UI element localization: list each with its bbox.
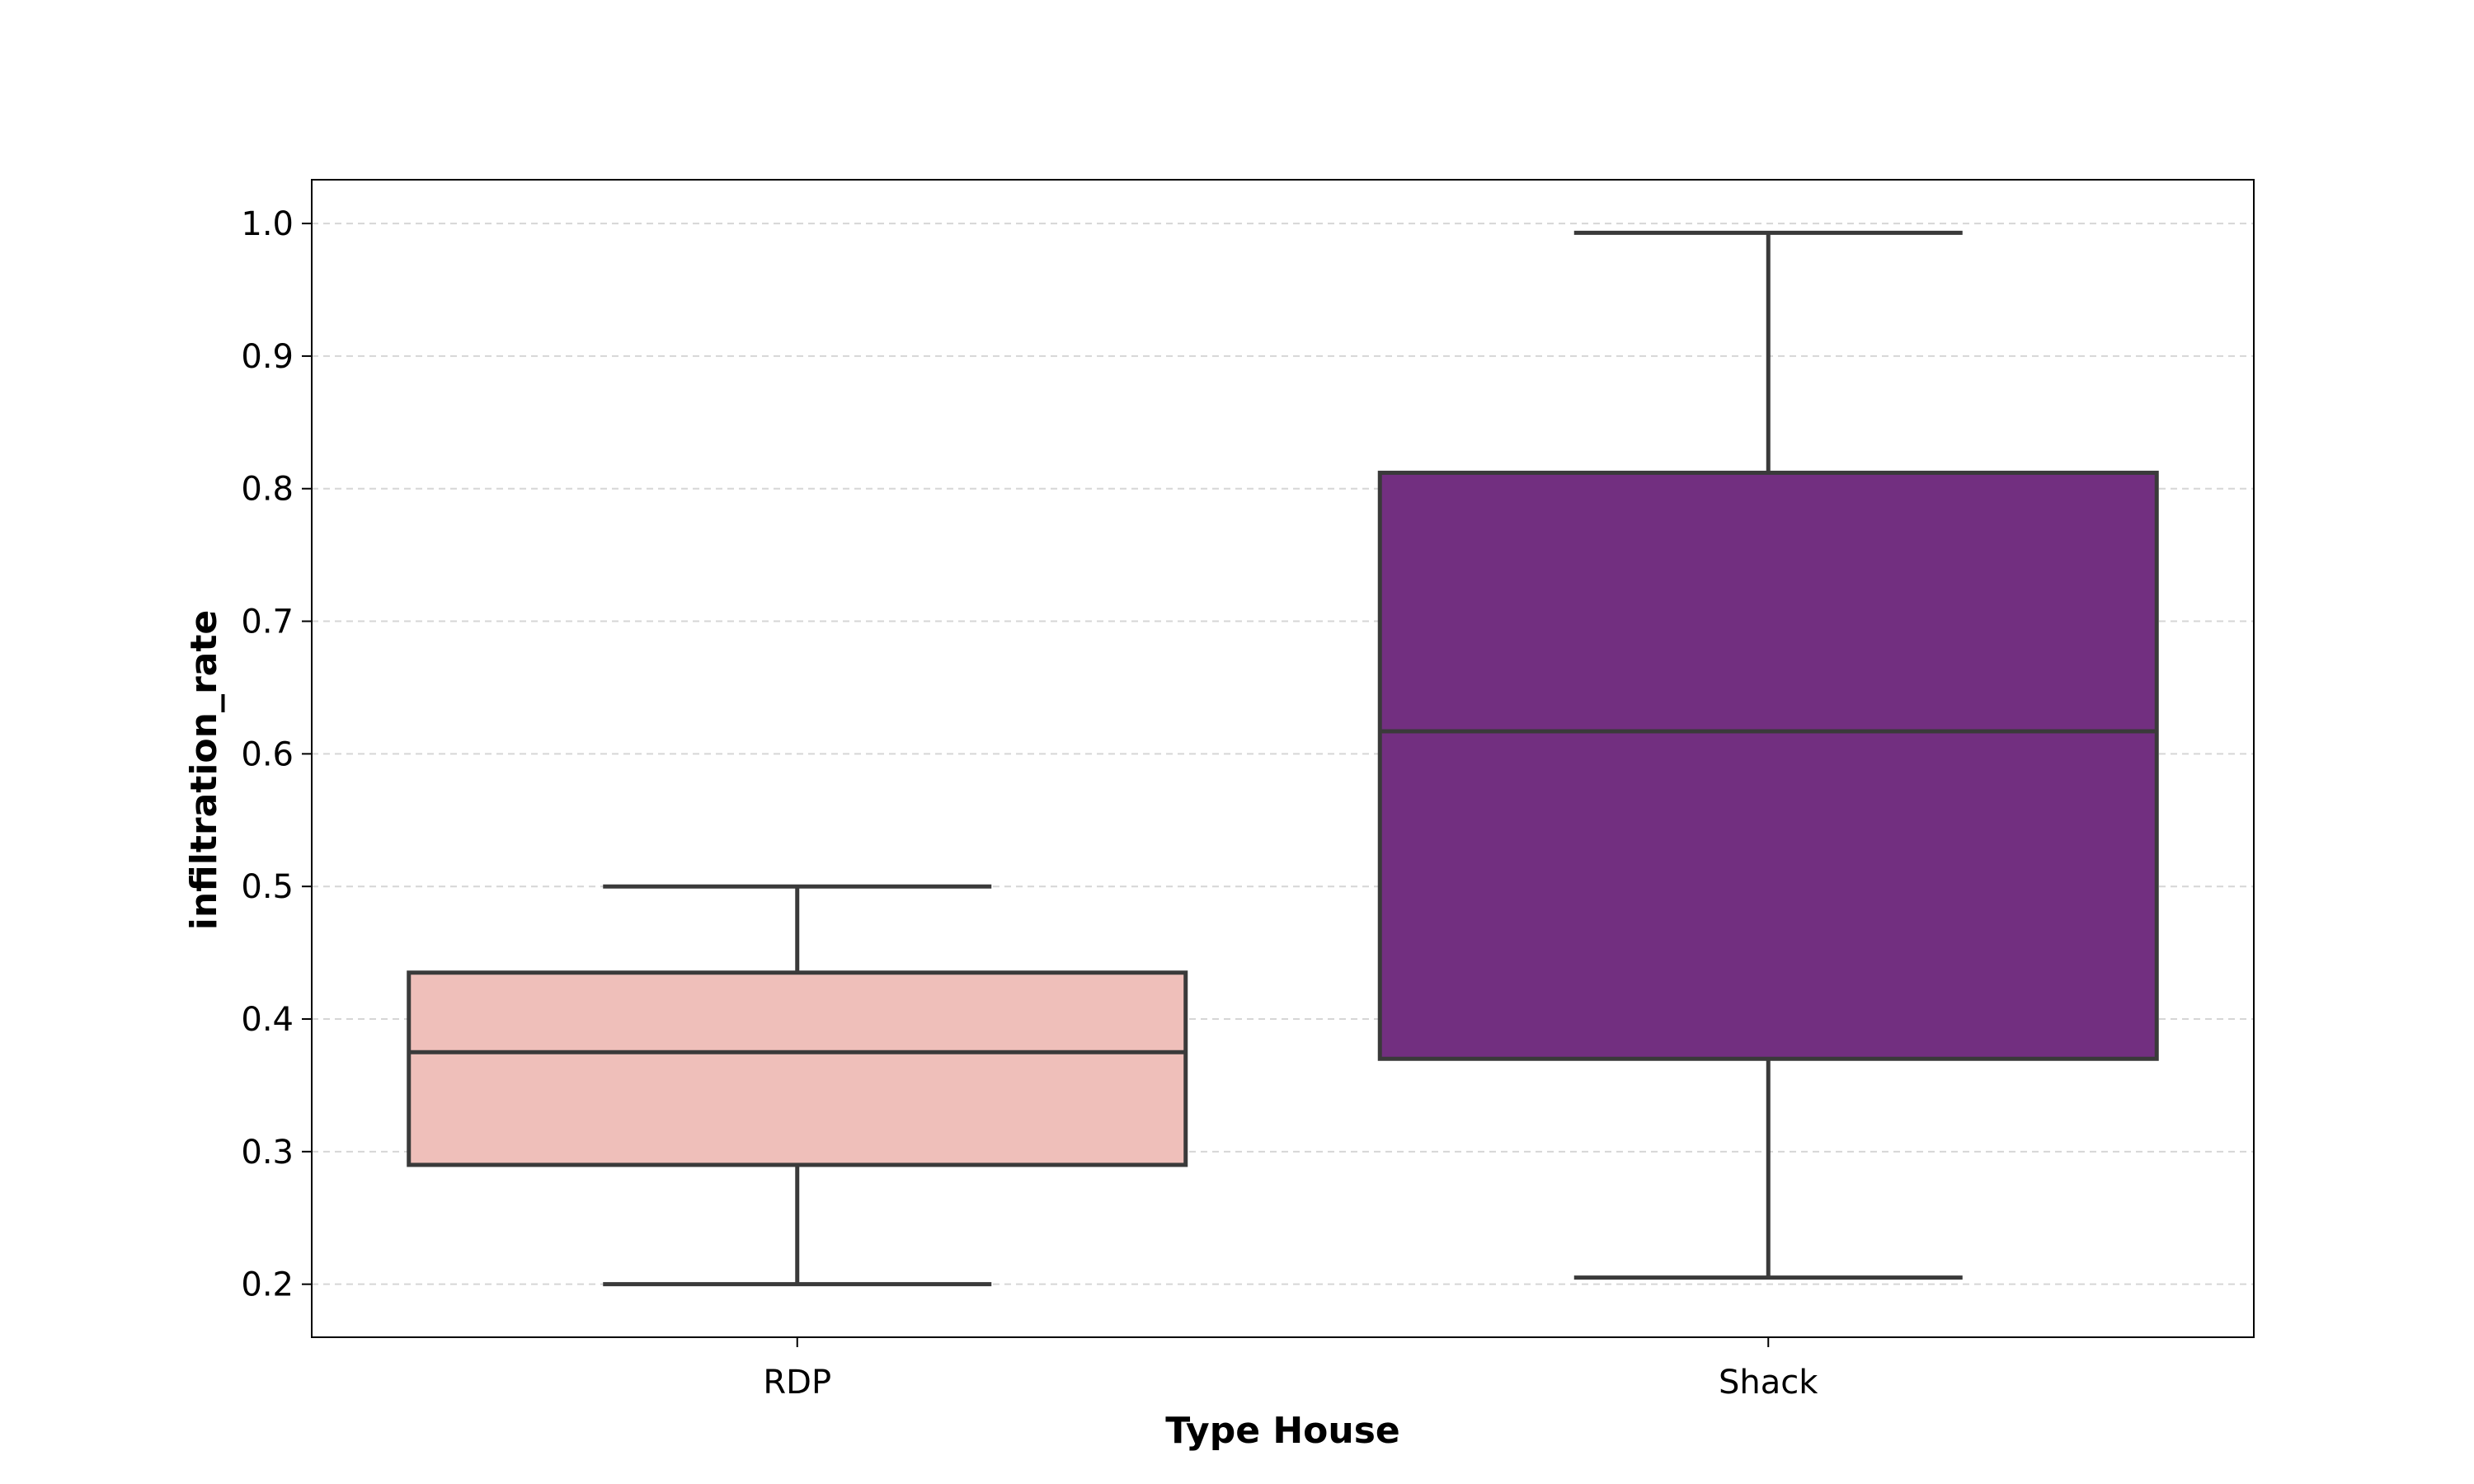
y-tick-label-8: 1.0 [241, 205, 294, 243]
y-tick-label-2: 0.4 [241, 1001, 294, 1039]
y-axis-label: infiltration_rate [183, 610, 225, 930]
iqr-box-1 [1377, 470, 2159, 1061]
y-tick-label-6: 0.8 [241, 471, 294, 509]
box-series [407, 230, 2159, 1287]
x-tick-label-0: RDP [763, 1364, 831, 1402]
y-tick-label-3: 0.5 [241, 868, 294, 906]
y-tick-label-7: 0.9 [241, 338, 294, 376]
y-tick-label-1: 0.3 [241, 1134, 294, 1172]
y-tick-label-5: 0.7 [241, 603, 294, 641]
x-tick-label-1: Shack [1719, 1364, 1818, 1402]
plot-area-frame [311, 179, 2255, 1338]
box-rdp [407, 884, 1188, 1287]
axis-ticks: 0.2 0.3 0.4 0.5 0.6 0.7 0.8 0.9 1.0 RDP Shack [241, 205, 1818, 1402]
box-shack [1377, 230, 2159, 1280]
iqr-box-0 [407, 970, 1188, 1167]
y-tick-label-0: 0.2 [241, 1266, 294, 1304]
y-tick-label-4: 0.6 [241, 735, 294, 773]
x-axis-label: Type House [1165, 1410, 1400, 1452]
